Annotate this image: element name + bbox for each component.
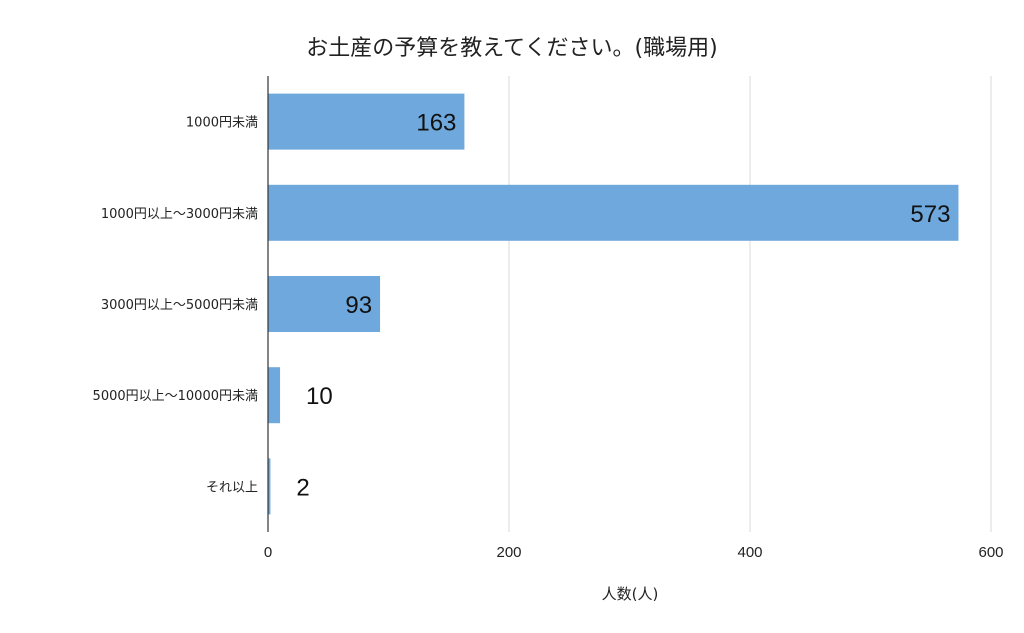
data-label: 2 xyxy=(296,474,309,501)
chart-title: お土産の予算を教えてください。(職場用) xyxy=(306,36,718,61)
data-label: 10 xyxy=(306,383,333,410)
category-label: 5000円以上～10000円未満 xyxy=(93,389,258,404)
data-label: 573 xyxy=(910,201,950,228)
category-label: 1000円以上～3000円未満 xyxy=(101,207,258,222)
bar xyxy=(268,93,465,150)
x-tick-label: 200 xyxy=(496,544,521,561)
labels: 0 200 400 600 1000円未満 163 1000円以上～3000円未満 573 30… xyxy=(93,110,1004,561)
bar xyxy=(268,276,381,332)
bars xyxy=(268,93,959,515)
data-label: 93 xyxy=(345,292,372,319)
bar xyxy=(268,367,281,424)
grid-lines xyxy=(508,76,992,532)
bar xyxy=(268,458,271,515)
x-axis-label: 人数(人) xyxy=(601,585,659,603)
category-label: それ以上 xyxy=(206,480,258,495)
x-tick-label: 400 xyxy=(737,544,762,561)
data-label: 163 xyxy=(416,110,456,137)
category-label: 3000円以上～5000円未満 xyxy=(101,298,258,313)
x-tick-label: 600 xyxy=(978,544,1003,561)
bar xyxy=(268,184,959,241)
category-label: 1000円未満 xyxy=(186,116,258,131)
x-tick-label: 0 xyxy=(264,544,272,561)
